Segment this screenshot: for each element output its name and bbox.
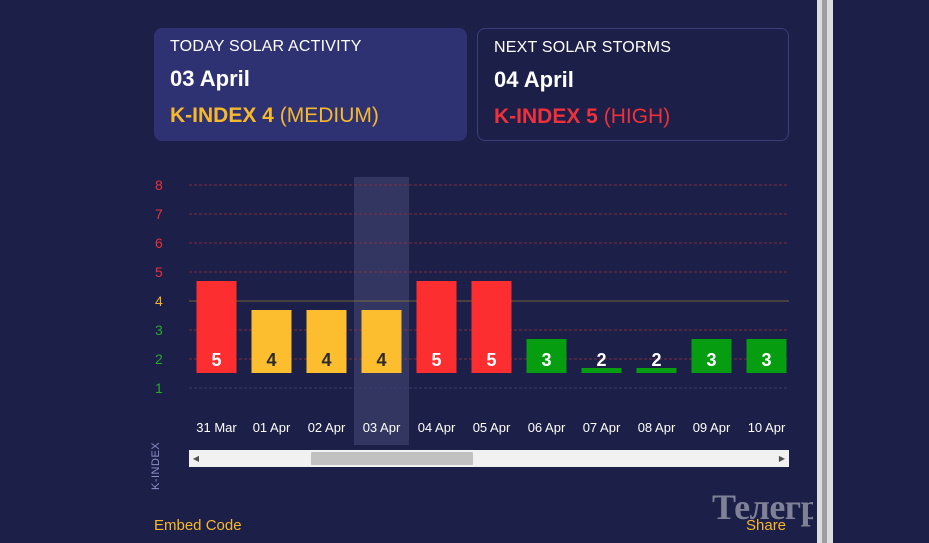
- x-tick-label: 03 Apr: [363, 420, 401, 435]
- x-tick-label: 09 Apr: [693, 420, 731, 435]
- x-tick-label: 10 Apr: [748, 420, 786, 435]
- bar-value-label: 4: [321, 350, 331, 370]
- bar-09-apr: [691, 339, 732, 373]
- y-axis-label: K-INDEX: [150, 441, 162, 490]
- bar-value-label: 5: [431, 350, 441, 370]
- bar-10-apr: [746, 339, 787, 373]
- bar-07-apr: [581, 368, 622, 373]
- embed-code-link[interactable]: Embed Code: [154, 517, 242, 534]
- next-card-kindex: K-INDEX 5 (HIGH): [494, 105, 772, 129]
- next-kindex-value: K-INDEX 5: [494, 105, 598, 128]
- today-card-kindex: K-INDEX 4 (MEDIUM): [170, 104, 451, 128]
- scroll-left-arrow-icon[interactable]: ◀: [192, 454, 200, 463]
- today-card-date: 03 April: [170, 66, 250, 91]
- scroll-right-arrow-icon[interactable]: ▶: [778, 454, 786, 463]
- bar-value-label: 5: [486, 350, 496, 370]
- bar-06-apr: [526, 339, 567, 373]
- next-kindex-level: (HIGH): [603, 105, 671, 128]
- x-tick-label: 04 Apr: [418, 420, 456, 435]
- x-tick-label: 06 Apr: [528, 420, 566, 435]
- bar-31-mar: [196, 281, 237, 373]
- y-tick-label-3: 3: [155, 322, 163, 338]
- x-tick-label: 08 Apr: [638, 420, 676, 435]
- y-tick-label-5: 5: [155, 264, 163, 280]
- y-tick-label-4: 4: [155, 293, 163, 309]
- next-card-label: NEXT SOLAR STORMS: [494, 39, 672, 56]
- page-scroll-rail[interactable]: [813, 0, 929, 543]
- today-solar-activity-card: TODAY SOLAR ACTIVITY 03 April K-INDEX 4 …: [154, 28, 467, 141]
- bar-02-apr: [306, 310, 347, 373]
- bar-05-apr: [471, 281, 512, 373]
- page-scrollbar-thumb[interactable]: [822, 0, 827, 543]
- x-tick-label: 02 Apr: [308, 420, 346, 435]
- chart-horizontal-scrollbar[interactable]: ◀ ▶: [189, 450, 789, 467]
- bar-03-apr: [361, 310, 402, 373]
- next-solar-storms-card[interactable]: NEXT SOLAR STORMS 04 April K-INDEX 5 (HI…: [477, 28, 789, 141]
- bar-value-label: 4: [376, 350, 386, 370]
- next-card-date: 04 April: [494, 67, 574, 92]
- x-tick-label: 07 Apr: [583, 420, 621, 435]
- bar-value-label: 4: [266, 350, 276, 370]
- y-tick-label-7: 7: [155, 206, 163, 222]
- x-tick-label: 01 Apr: [253, 420, 291, 435]
- today-kindex-value: K-INDEX 4: [170, 104, 274, 127]
- bar-value-label: 3: [706, 350, 716, 370]
- share-link[interactable]: Share: [746, 517, 787, 534]
- bar-value-label: 3: [761, 350, 771, 370]
- today-kindex-level: (MEDIUM): [279, 104, 379, 127]
- y-tick-label-1: 1: [155, 380, 163, 396]
- bar-01-apr: [251, 310, 292, 373]
- bar-value-label: 2: [596, 350, 606, 370]
- scroll-thumb[interactable]: [311, 452, 473, 465]
- x-tick-label: 31 Mar: [196, 420, 237, 435]
- bar-value-label: 2: [651, 350, 661, 370]
- y-tick-label-8: 8: [155, 177, 163, 193]
- y-tick-label-6: 6: [155, 235, 163, 251]
- bar-08-apr: [636, 368, 677, 373]
- y-tick-label-2: 2: [155, 351, 163, 367]
- bar-04-apr: [416, 281, 457, 373]
- today-card-label: TODAY SOLAR ACTIVITY: [170, 38, 362, 55]
- bar-value-label: 5: [211, 350, 221, 370]
- bar-value-label: 3: [541, 350, 551, 370]
- x-tick-label: 05 Apr: [473, 420, 511, 435]
